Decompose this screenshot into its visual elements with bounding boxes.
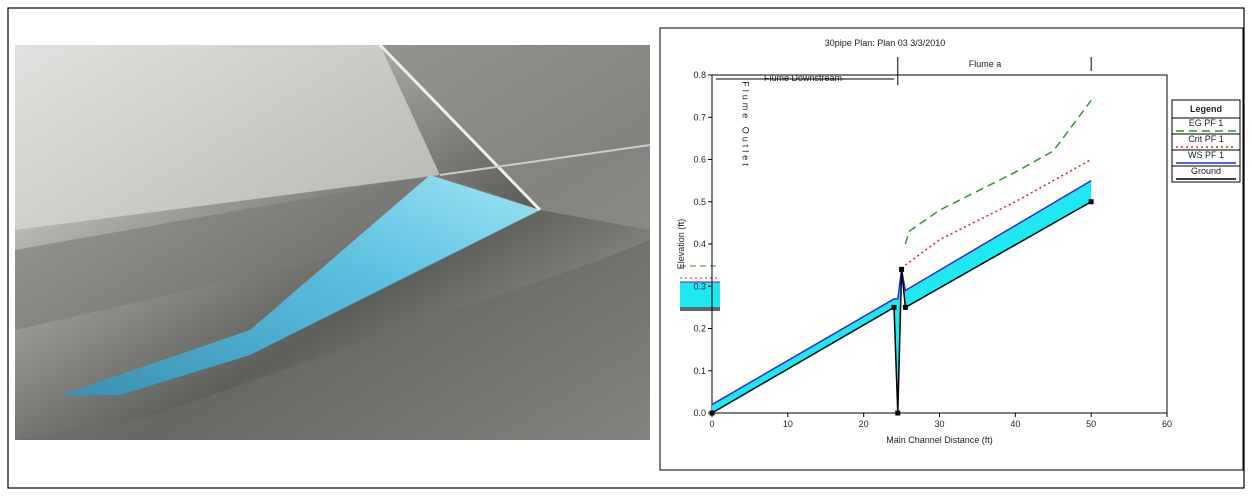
x-tick-label: 40 — [1010, 419, 1020, 429]
annotation: Flume Outlet — [740, 81, 750, 169]
x-tick-label: 50 — [1086, 419, 1096, 429]
x-tick-label: 20 — [859, 419, 869, 429]
series-line — [904, 158, 1092, 266]
x-tick-label: 0 — [709, 419, 714, 429]
series-line — [904, 99, 1092, 245]
y-tick-label: 0.8 — [693, 70, 706, 80]
annotation: Flume a — [969, 59, 1002, 69]
legend-label: EG PF 1 — [1189, 118, 1224, 128]
figure-frame — [7, 7, 1245, 489]
annotation: Flume Downstream — [764, 73, 842, 83]
x-tick-label: 10 — [783, 419, 793, 429]
legend-label: Crit PF 1 — [1188, 134, 1224, 144]
x-tick-label: 30 — [934, 419, 944, 429]
ground-point — [1088, 199, 1094, 205]
ground-point — [709, 410, 715, 416]
y-tick-label: 0.1 — [693, 366, 706, 376]
x-axis-label: Main Channel Distance (ft) — [886, 435, 993, 445]
y-tick-label: 0.5 — [693, 197, 706, 207]
ground-point — [895, 410, 901, 416]
legend-label: Ground — [1191, 166, 1221, 176]
legend-title: Legend — [1190, 104, 1222, 114]
y-tick-label: 0.3 — [693, 281, 706, 291]
ground-point — [902, 304, 908, 310]
series-line — [711, 201, 1092, 414]
y-tick-label: 0.6 — [693, 155, 706, 165]
legend-box — [1171, 99, 1241, 183]
y-tick-label: 0.0 — [693, 408, 706, 418]
legend-label: WS PF 1 — [1188, 150, 1224, 160]
ground-point — [891, 304, 897, 310]
water-fill — [712, 180, 1092, 413]
ground-point — [899, 266, 905, 272]
y-tick-label: 0.7 — [693, 112, 706, 122]
series-line — [711, 179, 1092, 406]
y-tick-label: 0.4 — [693, 239, 706, 249]
chart-title: 30pipe Plan: Plan 03 3/3/2010 — [825, 38, 946, 48]
chart-panel — [659, 27, 1244, 471]
x-tick-label: 60 — [1162, 419, 1172, 429]
y-axis-label: Elevation (ft) — [676, 219, 686, 270]
y-tick-label: 0.2 — [693, 324, 706, 334]
culvert-sketch — [680, 265, 720, 311]
photo — [15, 43, 651, 440]
